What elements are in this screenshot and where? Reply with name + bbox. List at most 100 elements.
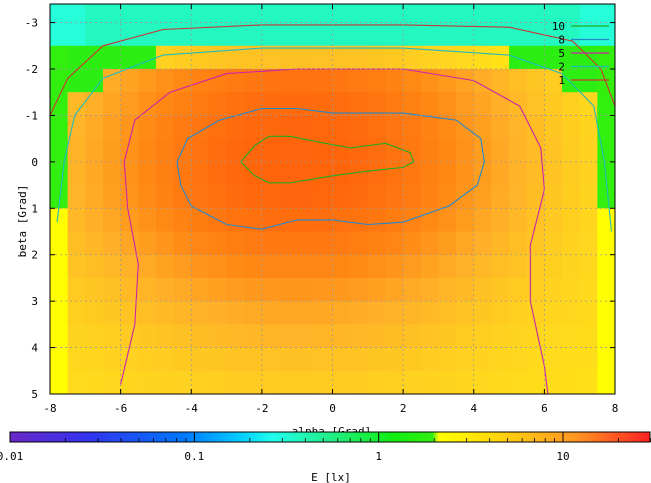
heatmap-cell bbox=[350, 277, 369, 302]
heatmap-cell bbox=[120, 254, 139, 279]
heatmap-cell bbox=[491, 45, 510, 70]
heatmap-cell bbox=[544, 324, 563, 348]
heatmap-cell bbox=[367, 45, 386, 70]
heatmap-cell bbox=[226, 185, 245, 209]
heatmap-cell bbox=[85, 45, 104, 70]
heatmap-cell bbox=[385, 277, 404, 302]
legend-label-5: 5 bbox=[558, 47, 565, 60]
heatmap-cell bbox=[597, 254, 616, 279]
heatmap-cell bbox=[191, 370, 210, 395]
heatmap-cell bbox=[403, 185, 422, 209]
heatmap-cell bbox=[579, 115, 598, 140]
heatmap-cell bbox=[491, 115, 510, 140]
heatmap-cell bbox=[367, 277, 386, 302]
heatmap-cell bbox=[420, 370, 439, 395]
heatmap-cell bbox=[438, 45, 457, 70]
heatmap-cell bbox=[579, 138, 598, 163]
heatmap-cell bbox=[155, 115, 174, 140]
heatmap-cell bbox=[579, 4, 598, 23]
heatmap-cell bbox=[491, 301, 510, 325]
heatmap-cell bbox=[420, 92, 439, 116]
heatmap-cell bbox=[509, 347, 528, 372]
heatmap-cell bbox=[367, 161, 386, 186]
heatmap-cell bbox=[579, 161, 598, 186]
heatmap-cell bbox=[403, 22, 422, 47]
heatmap-cell bbox=[191, 138, 210, 163]
heatmap-cell bbox=[509, 138, 528, 163]
heatmap-cell bbox=[526, 161, 545, 186]
heatmap-cell bbox=[226, 161, 245, 186]
x-axis: -8 -6 -4 -2 0 2 4 6 8 bbox=[43, 4, 618, 415]
heatmap-cell bbox=[208, 347, 227, 372]
heatmap-cell bbox=[226, 301, 245, 325]
heatmap-cell bbox=[244, 324, 263, 348]
heatmap-cell bbox=[50, 370, 69, 395]
heatmap-cell bbox=[438, 92, 457, 116]
heatmap-cell bbox=[191, 22, 210, 47]
heatmap-cell bbox=[314, 231, 333, 256]
heatmap-cell bbox=[261, 4, 280, 23]
heatmap-cell bbox=[597, 301, 616, 325]
heatmap-cell bbox=[244, 4, 263, 23]
heatmap-cell bbox=[456, 69, 475, 93]
heatmap-cell bbox=[67, 254, 86, 279]
heatmap-cell bbox=[350, 4, 369, 23]
heatmap-cell bbox=[385, 301, 404, 325]
heatmap-cell bbox=[420, 208, 439, 232]
heatmap-cell bbox=[191, 208, 210, 232]
heatmap-cell bbox=[526, 231, 545, 256]
heatmap-cell bbox=[244, 185, 263, 209]
heatmap-cell bbox=[297, 161, 316, 186]
heatmap-cell bbox=[597, 324, 616, 348]
x-tick-label: 0 bbox=[329, 402, 336, 415]
heatmap-cell bbox=[473, 208, 492, 232]
heatmap-cell bbox=[350, 115, 369, 140]
heatmap-cell bbox=[491, 347, 510, 372]
heatmap-cell bbox=[491, 324, 510, 348]
heatmap-cell bbox=[579, 185, 598, 209]
heatmap-cell bbox=[297, 138, 316, 163]
heatmap-cell bbox=[420, 231, 439, 256]
heatmap-cell bbox=[491, 185, 510, 209]
heatmap-cell bbox=[191, 115, 210, 140]
heatmap-cell bbox=[385, 185, 404, 209]
heatmap-cell bbox=[491, 69, 510, 93]
heatmap-cell bbox=[85, 185, 104, 209]
heatmap-cell bbox=[173, 277, 192, 302]
heatmap-cell bbox=[67, 324, 86, 348]
heatmap-cell bbox=[50, 324, 69, 348]
heatmap-cell bbox=[191, 92, 210, 116]
heatmap-cell bbox=[438, 138, 457, 163]
heatmap-cell bbox=[173, 185, 192, 209]
heatmap-cell bbox=[579, 277, 598, 302]
heatmap-cell bbox=[332, 347, 351, 372]
heatmap-cell bbox=[85, 277, 104, 302]
y-tick-label: -2 bbox=[25, 63, 38, 76]
colorbar-tick-label: 1 bbox=[375, 450, 382, 463]
heatmap-cell bbox=[385, 208, 404, 232]
heatmap-cell bbox=[120, 277, 139, 302]
heatmap-cell bbox=[385, 254, 404, 279]
heatmap-cell bbox=[226, 324, 245, 348]
heatmap-cell bbox=[102, 231, 122, 256]
heatmap-cell bbox=[562, 92, 581, 116]
heatmap-cell bbox=[314, 69, 333, 93]
heatmap-cell bbox=[526, 138, 545, 163]
heatmap-cell bbox=[155, 301, 174, 325]
heatmap-cell bbox=[385, 4, 404, 23]
heatmap-cell bbox=[456, 347, 475, 372]
heatmap-cell bbox=[50, 161, 69, 186]
heatmap-cell bbox=[173, 45, 192, 70]
heatmap-cell bbox=[456, 277, 475, 302]
heatmap-cell bbox=[456, 45, 475, 70]
heatmap-cell bbox=[473, 92, 492, 116]
colorbar-ticks: 0.01 0.1 1 10 bbox=[0, 432, 651, 463]
heatmap-cell bbox=[544, 115, 563, 140]
heatmap-cell bbox=[314, 138, 333, 163]
heatmap-cell bbox=[314, 277, 333, 302]
y-tick-label: 1 bbox=[31, 202, 38, 215]
heatmap-cell bbox=[279, 324, 298, 348]
heatmap-cell bbox=[420, 161, 439, 186]
heatmap-cell bbox=[173, 254, 192, 279]
heatmap-cell bbox=[420, 347, 439, 372]
